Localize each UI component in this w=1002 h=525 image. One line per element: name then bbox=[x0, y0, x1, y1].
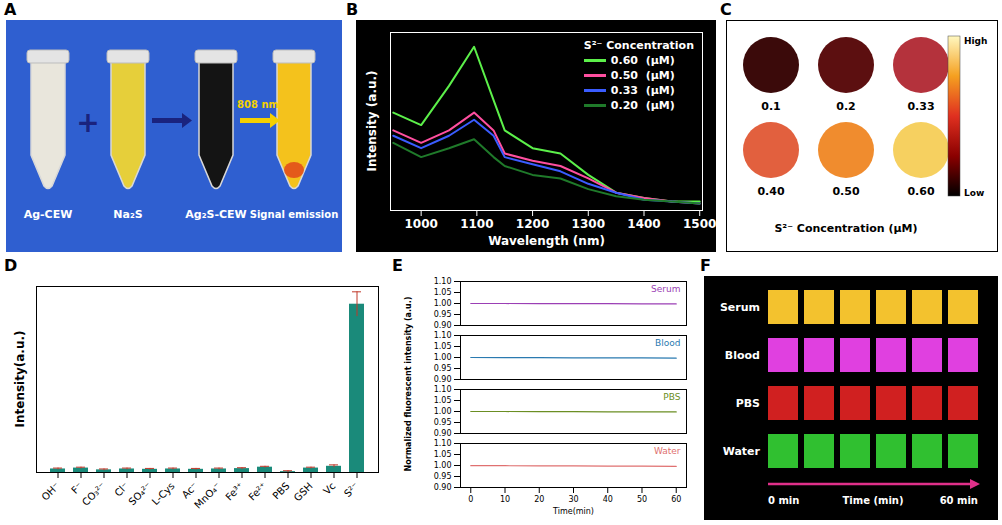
svg-text:1.00: 1.00 bbox=[434, 299, 452, 308]
svg-text:0.95: 0.95 bbox=[434, 310, 452, 319]
svg-text:40: 40 bbox=[603, 495, 613, 504]
svg-text:CO₃²⁻: CO₃²⁻ bbox=[80, 480, 108, 508]
svg-text:Signal emission: Signal emission bbox=[250, 209, 339, 220]
svg-text:Water: Water bbox=[723, 445, 761, 458]
svg-text:Ag₂S-CEW: Ag₂S-CEW bbox=[185, 208, 246, 221]
svg-text:50: 50 bbox=[637, 495, 647, 504]
html-text:Intensity (a.u.): Intensity (a.u.) bbox=[365, 70, 379, 172]
svg-text:0.60: 0.60 bbox=[907, 185, 934, 198]
svg-text:0.90: 0.90 bbox=[434, 375, 452, 384]
svg-text:Fe²⁺: Fe²⁺ bbox=[246, 480, 268, 502]
html-text:E: E bbox=[392, 256, 403, 275]
svg-text:Ag-CEW: Ag-CEW bbox=[24, 208, 73, 221]
svg-text:1400: 1400 bbox=[627, 217, 660, 231]
svg-text:+: + bbox=[76, 106, 99, 139]
svg-text:Vc: Vc bbox=[321, 480, 338, 497]
html-text:Normalized fluorescent intensi: Normalized fluorescent intensity (a.u.) bbox=[403, 296, 413, 472]
svg-text:60 min: 60 min bbox=[940, 495, 978, 506]
svg-text:0 min: 0 min bbox=[768, 495, 799, 506]
svg-text:1500: 1500 bbox=[683, 217, 716, 231]
svg-text:Na₂S: Na₂S bbox=[113, 208, 142, 221]
html-text:Intensity(a.u.): Intensity(a.u.) bbox=[13, 330, 27, 428]
svg-text:S²⁻ Concentration (μM): S²⁻ Concentration (μM) bbox=[774, 222, 917, 235]
svg-text:L-Cys: L-Cys bbox=[150, 480, 177, 507]
svg-text:Water: Water bbox=[654, 446, 681, 456]
svg-text:20: 20 bbox=[534, 495, 544, 504]
svg-text:1.00: 1.00 bbox=[434, 461, 452, 470]
svg-text:1.10: 1.10 bbox=[434, 277, 452, 286]
svg-text:Blood: Blood bbox=[725, 349, 760, 362]
svg-text:1.05: 1.05 bbox=[434, 288, 452, 297]
svg-text:0.1: 0.1 bbox=[761, 100, 781, 113]
svg-text:F⁻: F⁻ bbox=[69, 480, 85, 496]
svg-text:0.2: 0.2 bbox=[836, 100, 856, 113]
svg-text:1.05: 1.05 bbox=[434, 396, 452, 405]
svg-text:30: 30 bbox=[568, 495, 578, 504]
html-text:0.50 (μM): 0.50 (μM) bbox=[610, 69, 675, 82]
svg-text:MnO₄⁻: MnO₄⁻ bbox=[192, 480, 222, 510]
svg-text:1100: 1100 bbox=[460, 217, 493, 231]
svg-text:1.05: 1.05 bbox=[434, 450, 452, 459]
svg-text:0.90: 0.90 bbox=[434, 429, 452, 438]
svg-text:1.05: 1.05 bbox=[434, 342, 452, 351]
svg-text:1000: 1000 bbox=[404, 217, 437, 231]
svg-text:1.10: 1.10 bbox=[434, 331, 452, 340]
html-text:0.60 (μM): 0.60 (μM) bbox=[610, 54, 675, 67]
svg-text:SO₄²⁻: SO₄²⁻ bbox=[126, 480, 153, 507]
html-text:A: A bbox=[4, 0, 17, 19]
html-text:C: C bbox=[720, 0, 732, 19]
svg-text:0: 0 bbox=[468, 495, 473, 504]
svg-text:808 nm: 808 nm bbox=[237, 99, 279, 110]
html-text:D: D bbox=[4, 256, 18, 275]
html-text:B: B bbox=[346, 0, 359, 19]
svg-text:Time (min): Time (min) bbox=[842, 495, 903, 506]
svg-text:1.10: 1.10 bbox=[434, 385, 452, 394]
svg-text:Wavelength (nm): Wavelength (nm) bbox=[488, 234, 605, 248]
svg-text:PBS: PBS bbox=[736, 397, 760, 410]
svg-text:1.10: 1.10 bbox=[434, 439, 452, 448]
svg-text:Time(min): Time(min) bbox=[552, 507, 594, 516]
svg-text:0.90: 0.90 bbox=[434, 483, 452, 492]
svg-text:Ac⁻: Ac⁻ bbox=[179, 480, 200, 501]
svg-text:0.50: 0.50 bbox=[832, 185, 859, 198]
svg-text:0.90: 0.90 bbox=[434, 321, 452, 330]
svg-text:Fe³⁺: Fe³⁺ bbox=[223, 480, 245, 502]
svg-text:60: 60 bbox=[671, 495, 681, 504]
svg-text:0.95: 0.95 bbox=[434, 472, 452, 481]
svg-text:1200: 1200 bbox=[516, 217, 549, 231]
svg-text:0.40: 0.40 bbox=[757, 185, 784, 198]
svg-text:Serum: Serum bbox=[720, 301, 760, 314]
html-text:0.33 (μM): 0.33 (μM) bbox=[610, 84, 675, 97]
svg-text:1.00: 1.00 bbox=[434, 407, 452, 416]
svg-text:PBS: PBS bbox=[663, 392, 680, 402]
svg-text:GSH: GSH bbox=[292, 480, 315, 503]
html-text:0.20 (μM): 0.20 (μM) bbox=[610, 99, 675, 112]
svg-text:PBS: PBS bbox=[270, 480, 291, 501]
svg-text:0.95: 0.95 bbox=[434, 364, 452, 373]
svg-text:Cl⁻: Cl⁻ bbox=[112, 480, 130, 498]
svg-text:0.95: 0.95 bbox=[434, 418, 452, 427]
html-text:S²⁻ Concentration: S²⁻ Concentration bbox=[583, 39, 694, 52]
svg-text:S²⁻: S²⁻ bbox=[342, 480, 361, 499]
svg-text:1.00: 1.00 bbox=[434, 353, 452, 362]
svg-text:1300: 1300 bbox=[572, 217, 605, 231]
svg-text:Serum: Serum bbox=[651, 284, 680, 294]
svg-text:Blood: Blood bbox=[655, 338, 680, 348]
html-text:F: F bbox=[700, 256, 711, 275]
svg-text:0.33: 0.33 bbox=[907, 100, 934, 113]
svg-text:High: High bbox=[964, 36, 987, 46]
svg-text:Low: Low bbox=[964, 188, 984, 198]
svg-text:OH⁻: OH⁻ bbox=[39, 480, 61, 502]
svg-text:10: 10 bbox=[500, 495, 510, 504]
